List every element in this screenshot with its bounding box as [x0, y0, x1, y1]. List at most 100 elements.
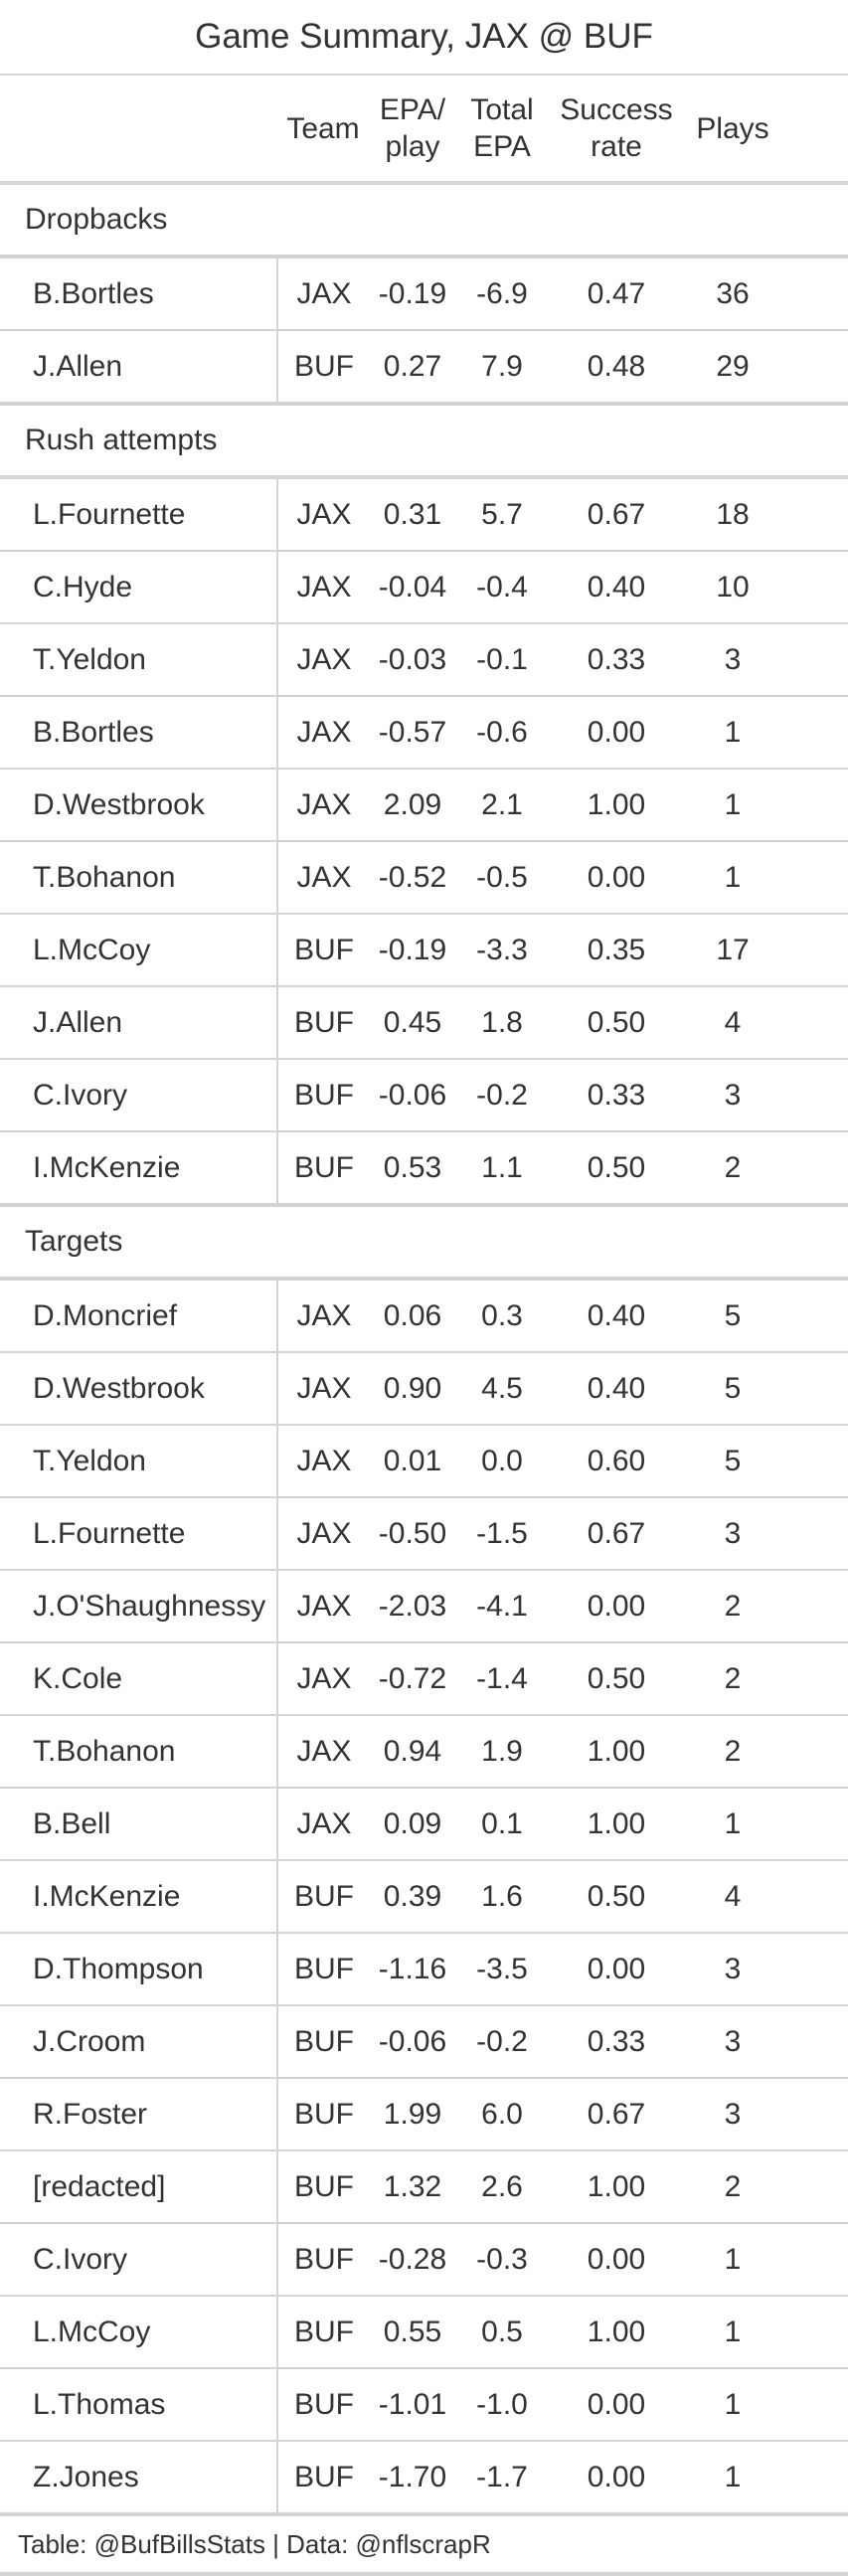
total-epa-cell: 6.0 [481, 2097, 523, 2131]
team-cell: JAX [276, 258, 370, 329]
total-epa-cell: -3.5 [476, 1952, 528, 1985]
epa-per-play-cell: -0.50 [378, 1516, 447, 1550]
table-row: L.McCoy BUF 0.55 0.5 1.00 1 [0, 2297, 848, 2369]
team-cell: BUF [276, 331, 370, 402]
team-cell: BUF [276, 1861, 370, 1932]
table-row: J.Croom BUF -0.06 -0.2 0.33 3 [0, 2006, 848, 2079]
player-cell: J.Allen [33, 1005, 123, 1039]
success-rate-cell: 0.33 [587, 1078, 646, 1112]
player-cell: C.Ivory [33, 1078, 128, 1112]
success-rate-cell: 0.00 [587, 2460, 646, 2493]
table-row: J.Allen BUF 0.45 1.8 0.50 4 [0, 987, 848, 1060]
total-epa-cell: 5.7 [481, 497, 523, 531]
table-row: T.Yeldon JAX 0.01 0.0 0.60 5 [0, 1426, 848, 1498]
team-cell: BUF [276, 2369, 370, 2440]
success-rate-cell: 0.60 [587, 1444, 646, 1477]
player-cell: J.Allen [33, 349, 123, 383]
table-row: L.Thomas BUF -1.01 -1.0 0.00 1 [0, 2369, 848, 2442]
plays-cell: 3 [724, 2097, 742, 2131]
team-cell: JAX [276, 1281, 370, 1351]
table-row: T.Bohanon JAX -0.52 -0.5 0.00 1 [0, 842, 848, 915]
player-cell: C.Ivory [33, 2242, 128, 2276]
success-rate-cell: 0.00 [587, 715, 646, 749]
total-epa-cell: -1.7 [476, 2460, 528, 2493]
epa-per-play-cell: 0.94 [383, 1734, 442, 1768]
epa-per-play-cell: -0.52 [378, 860, 447, 894]
plays-cell: 18 [716, 497, 750, 531]
table-row: D.Westbrook JAX 2.09 2.1 1.00 1 [0, 770, 848, 842]
success-rate-cell: 0.00 [587, 2242, 646, 2276]
epa-per-play-cell: -1.01 [378, 2387, 447, 2421]
player-cell: D.Westbrook [33, 787, 205, 821]
total-epa-cell: -0.3 [476, 2242, 528, 2276]
total-epa-cell: 1.1 [481, 1150, 523, 1184]
table-row: [redacted] BUF 1.32 2.6 1.00 2 [0, 2151, 848, 2224]
player-cell: J.O'Shaughnessy [33, 1589, 266, 1623]
total-epa-cell: -4.1 [476, 1589, 528, 1623]
epa-per-play-cell: -0.57 [378, 715, 447, 749]
success-rate-cell: 1.00 [587, 2169, 646, 2203]
table-row: I.McKenzie BUF 0.39 1.6 0.50 4 [0, 1861, 848, 1934]
player-cell: T.Yeldon [33, 642, 146, 676]
plays-cell: 5 [724, 1298, 742, 1332]
plays-cell: 3 [724, 1516, 742, 1550]
total-epa-cell: 0.1 [481, 1806, 523, 1840]
player-cell: D.Thompson [33, 1952, 204, 1985]
table-row: L.McCoy BUF -0.19 -3.3 0.35 17 [0, 915, 848, 987]
total-epa-cell: -1.5 [476, 1516, 528, 1550]
table-row: D.Thompson BUF -1.16 -3.5 0.00 3 [0, 1934, 848, 2006]
team-cell: BUF [276, 2079, 370, 2149]
success-rate-cell: 1.00 [587, 787, 646, 821]
epa-per-play-cell: 1.99 [383, 2097, 442, 2131]
player-cell: T.Bohanon [33, 860, 176, 894]
plays-cell: 17 [716, 933, 750, 966]
epa-per-play-cell: -0.19 [378, 276, 447, 310]
table-row: L.Fournette JAX -0.50 -1.5 0.67 3 [0, 1498, 848, 1571]
total-epa-cell: -6.9 [476, 276, 528, 310]
team-cell: BUF [276, 1934, 370, 2004]
success-rate-cell: 0.67 [587, 1516, 646, 1550]
team-cell: JAX [276, 1643, 370, 1714]
plays-cell: 1 [724, 1806, 742, 1840]
header-success-rate: Success rate [560, 93, 673, 163]
table-row: Z.Jones BUF -1.70 -1.7 0.00 1 [0, 2442, 848, 2516]
table-row: I.McKenzie BUF 0.53 1.1 0.50 2 [0, 1132, 848, 1207]
team-cell: BUF [276, 2224, 370, 2295]
epa-per-play-cell: 0.55 [383, 2315, 442, 2348]
plays-cell: 10 [716, 570, 750, 603]
total-epa-cell: -1.4 [476, 1661, 528, 1695]
table-row: T.Bohanon JAX 0.94 1.9 1.00 2 [0, 1716, 848, 1789]
epa-per-play-cell: -0.03 [378, 642, 447, 676]
epa-per-play-cell: 0.90 [383, 1371, 442, 1405]
header-total-epa: Total EPA [470, 93, 534, 163]
success-rate-cell: 0.00 [587, 1952, 646, 1985]
success-rate-cell: 1.00 [587, 2315, 646, 2348]
success-rate-cell: 0.35 [587, 933, 646, 966]
team-cell: BUF [276, 987, 370, 1058]
table-row: C.Ivory BUF -0.06 -0.2 0.33 3 [0, 1060, 848, 1132]
epa-per-play-cell: -0.04 [378, 570, 447, 603]
player-cell: I.McKenzie [33, 1879, 181, 1913]
team-cell: JAX [276, 479, 370, 550]
player-cell: D.Moncrief [33, 1298, 178, 1332]
group-label: Dropbacks [0, 185, 848, 258]
total-epa-cell: 0.5 [481, 2315, 523, 2348]
epa-per-play-cell: 0.39 [383, 1879, 442, 1913]
player-cell: L.Fournette [33, 1516, 186, 1550]
player-cell: L.Thomas [33, 2387, 166, 2421]
table-row: L.Fournette JAX 0.31 5.7 0.67 18 [0, 479, 848, 552]
total-epa-cell: 7.9 [481, 349, 523, 383]
player-cell: B.Bell [33, 1806, 111, 1840]
player-cell: T.Yeldon [33, 1444, 146, 1477]
table-row: J.Allen BUF 0.27 7.9 0.48 29 [0, 331, 848, 406]
player-cell: L.McCoy [33, 2315, 151, 2348]
team-cell: JAX [276, 697, 370, 768]
player-cell: R.Foster [33, 2097, 148, 2131]
plays-cell: 4 [724, 1005, 742, 1039]
table-row: T.Yeldon JAX -0.03 -0.1 0.33 3 [0, 624, 848, 697]
success-rate-cell: 0.67 [587, 497, 646, 531]
epa-per-play-cell: 0.06 [383, 1298, 442, 1332]
success-rate-cell: 0.50 [587, 1879, 646, 1913]
epa-per-play-cell: -0.28 [378, 2242, 447, 2276]
